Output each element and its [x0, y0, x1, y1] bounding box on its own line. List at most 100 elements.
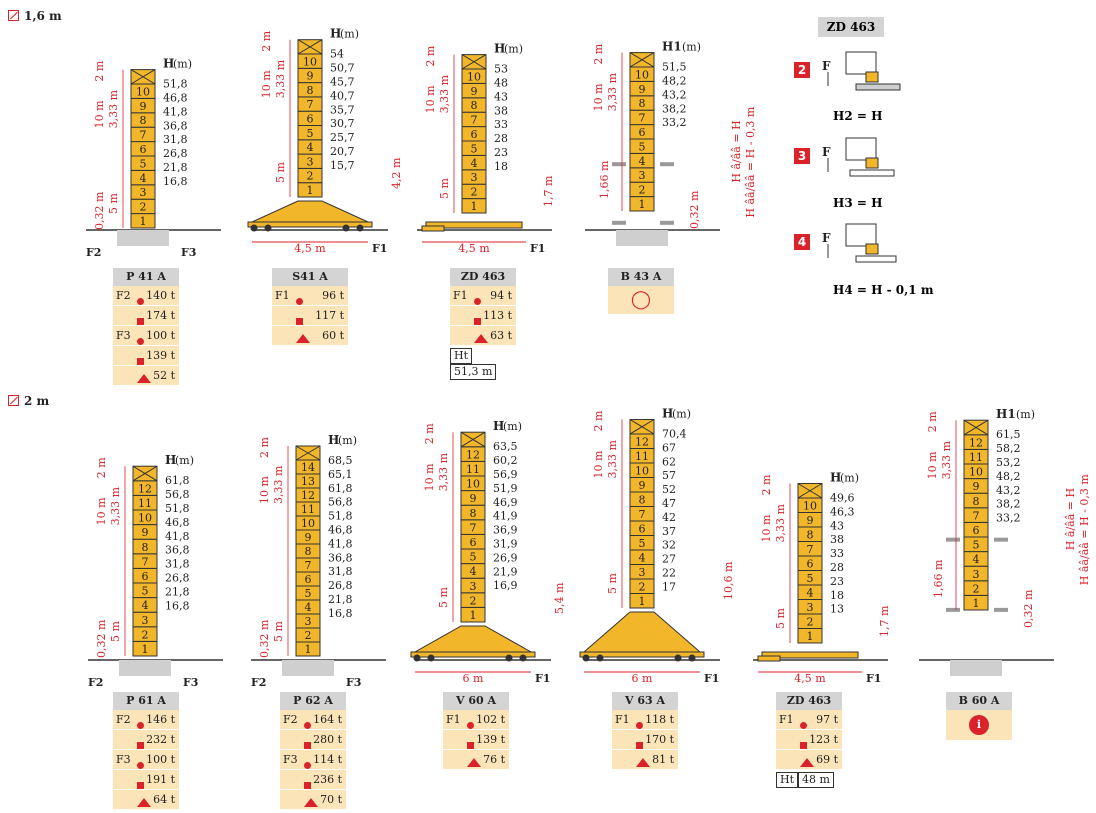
tie-bracket — [994, 607, 1008, 612]
dim-333m-label: 3,33 m — [606, 440, 619, 479]
height-value: 49,6 — [830, 492, 855, 505]
segment-number: 10 — [303, 55, 317, 68]
segment-number: 7 — [639, 112, 646, 125]
chassis-beam — [410, 651, 536, 658]
segment-number: 8 — [307, 84, 314, 97]
base-width-label: 4,5 m — [458, 242, 490, 255]
segment-number: 5 — [142, 585, 149, 598]
height-unit-label: (m) — [682, 41, 701, 54]
load-row: 81 t — [612, 750, 678, 770]
dim-10m-label: 10 m — [592, 83, 605, 111]
segment-number: 8 — [639, 97, 646, 110]
panel-rows: F1 102 t 139 t 76 t — [443, 710, 509, 770]
height-value: 13 — [830, 603, 844, 616]
ground-slab — [855, 83, 901, 91]
load-value: 123 t — [809, 733, 838, 746]
load-value: 60 t — [322, 329, 344, 342]
height-value: 46,3 — [830, 505, 855, 518]
base-width-label: 4,5 m — [294, 242, 326, 255]
dim-333m-label: 3,33 m — [606, 72, 619, 111]
height-value: 30,7 — [330, 117, 355, 130]
load-row: 52 t — [113, 366, 179, 386]
ballast-frame — [845, 223, 877, 247]
load-row: 139 t — [113, 346, 179, 366]
segment-number: 2 — [140, 201, 147, 214]
height-value: 33,2 — [996, 512, 1021, 525]
height-unit-label: (m) — [1016, 408, 1035, 421]
wheel-icon — [427, 654, 435, 662]
height-value: 43 — [494, 90, 508, 103]
panel-p62a: P 62 A F2 164 t 280 t F3 114 t 236 t 70 t — [280, 692, 346, 810]
segment-number: 5 — [639, 537, 646, 550]
base-width-label: 4,5 m — [794, 672, 826, 685]
load-row: F3 100 t — [113, 326, 179, 346]
panel-p41a: P 41 A F2 140 t 174 t F3 100 t 139 t 52 t — [113, 268, 179, 386]
height-value: 43,2 — [662, 88, 687, 101]
segment-number: 8 — [973, 495, 980, 508]
circle-icon — [304, 762, 311, 769]
load-value: 113 t — [483, 309, 512, 322]
height-value: 23 — [830, 575, 844, 588]
segment-number: 6 — [471, 128, 478, 141]
load-row: F3 100 t — [113, 750, 179, 770]
height-value: 16,8 — [165, 599, 190, 612]
height-rule-1: H â/ââ = H — [730, 120, 743, 182]
segment-number: 2 — [639, 184, 646, 197]
segment-number: 8 — [471, 99, 478, 112]
height-value: 51,5 — [662, 61, 687, 74]
tie-bracket — [660, 220, 674, 225]
segment-number: 4 — [142, 599, 149, 612]
height-value: 56,8 — [328, 496, 353, 509]
segment-number: 12 — [301, 489, 315, 502]
segment-number: 3 — [470, 580, 477, 593]
panel-rows: F1 94 t 113 t 63 t — [450, 286, 516, 346]
height-value: 70,4 — [662, 428, 687, 441]
segment-number: 1 — [639, 595, 646, 608]
mast-top-cross — [132, 465, 158, 482]
load-value: 191 t — [146, 773, 175, 786]
segment-number: 6 — [470, 536, 477, 549]
height-value: 15,7 — [330, 159, 355, 172]
panel-v60a: V 60 A F1 102 t 139 t 76 t — [443, 692, 509, 770]
segment-number: 9 — [639, 479, 646, 492]
square-icon — [137, 358, 144, 365]
force-f2-label: F2 — [251, 676, 266, 689]
dim-2m-label: 2 m — [258, 437, 271, 458]
panel-zd463a: ZD 463 F1 94 t 113 t 63 t Ht51,3 m — [450, 268, 516, 380]
eye-icon: ◯ — [608, 286, 674, 314]
ballast-beam — [425, 221, 523, 229]
foundation-block — [119, 660, 171, 676]
segment-number: 11 — [969, 451, 983, 464]
force-label: F3 — [116, 329, 131, 342]
dim-2m-label: 2 m — [592, 410, 605, 431]
height-value: 33,2 — [662, 116, 687, 129]
segment-number: 2 — [470, 594, 477, 607]
square-icon — [304, 742, 311, 749]
height-axis-label: H1 — [996, 407, 1016, 421]
load-value: 114 t — [313, 753, 342, 766]
load-value: 280 t — [313, 733, 342, 746]
height-value: 17 — [662, 580, 676, 593]
height-value: 51,8 — [328, 510, 353, 523]
dim-032-label: 0,32 m — [1022, 589, 1035, 628]
segment-number: 3 — [140, 186, 147, 199]
segment-number: 1 — [973, 597, 980, 610]
segment-number: 3 — [471, 171, 478, 184]
square-icon — [137, 742, 144, 749]
panel-title: B 60 A — [946, 692, 1012, 710]
tie-bracket — [660, 162, 674, 167]
height-value: 43 — [830, 519, 844, 532]
height-unit-label: (m) — [504, 43, 523, 56]
height-value: 48 — [494, 77, 508, 90]
ballast-frame — [845, 51, 877, 75]
load-row: 70 t — [280, 790, 346, 810]
height-value: 38,2 — [996, 498, 1021, 511]
dim-10m-label: 10 m — [424, 85, 437, 113]
dim-333m-label: 3,33 m — [437, 452, 450, 491]
mast-top-cross — [297, 39, 323, 55]
segment-number: 10 — [136, 85, 150, 98]
segment-number: 5 — [305, 587, 312, 600]
height-value: 48,2 — [662, 75, 687, 88]
height-unit-label: (m) — [338, 434, 357, 447]
segment-number: 8 — [639, 494, 646, 507]
